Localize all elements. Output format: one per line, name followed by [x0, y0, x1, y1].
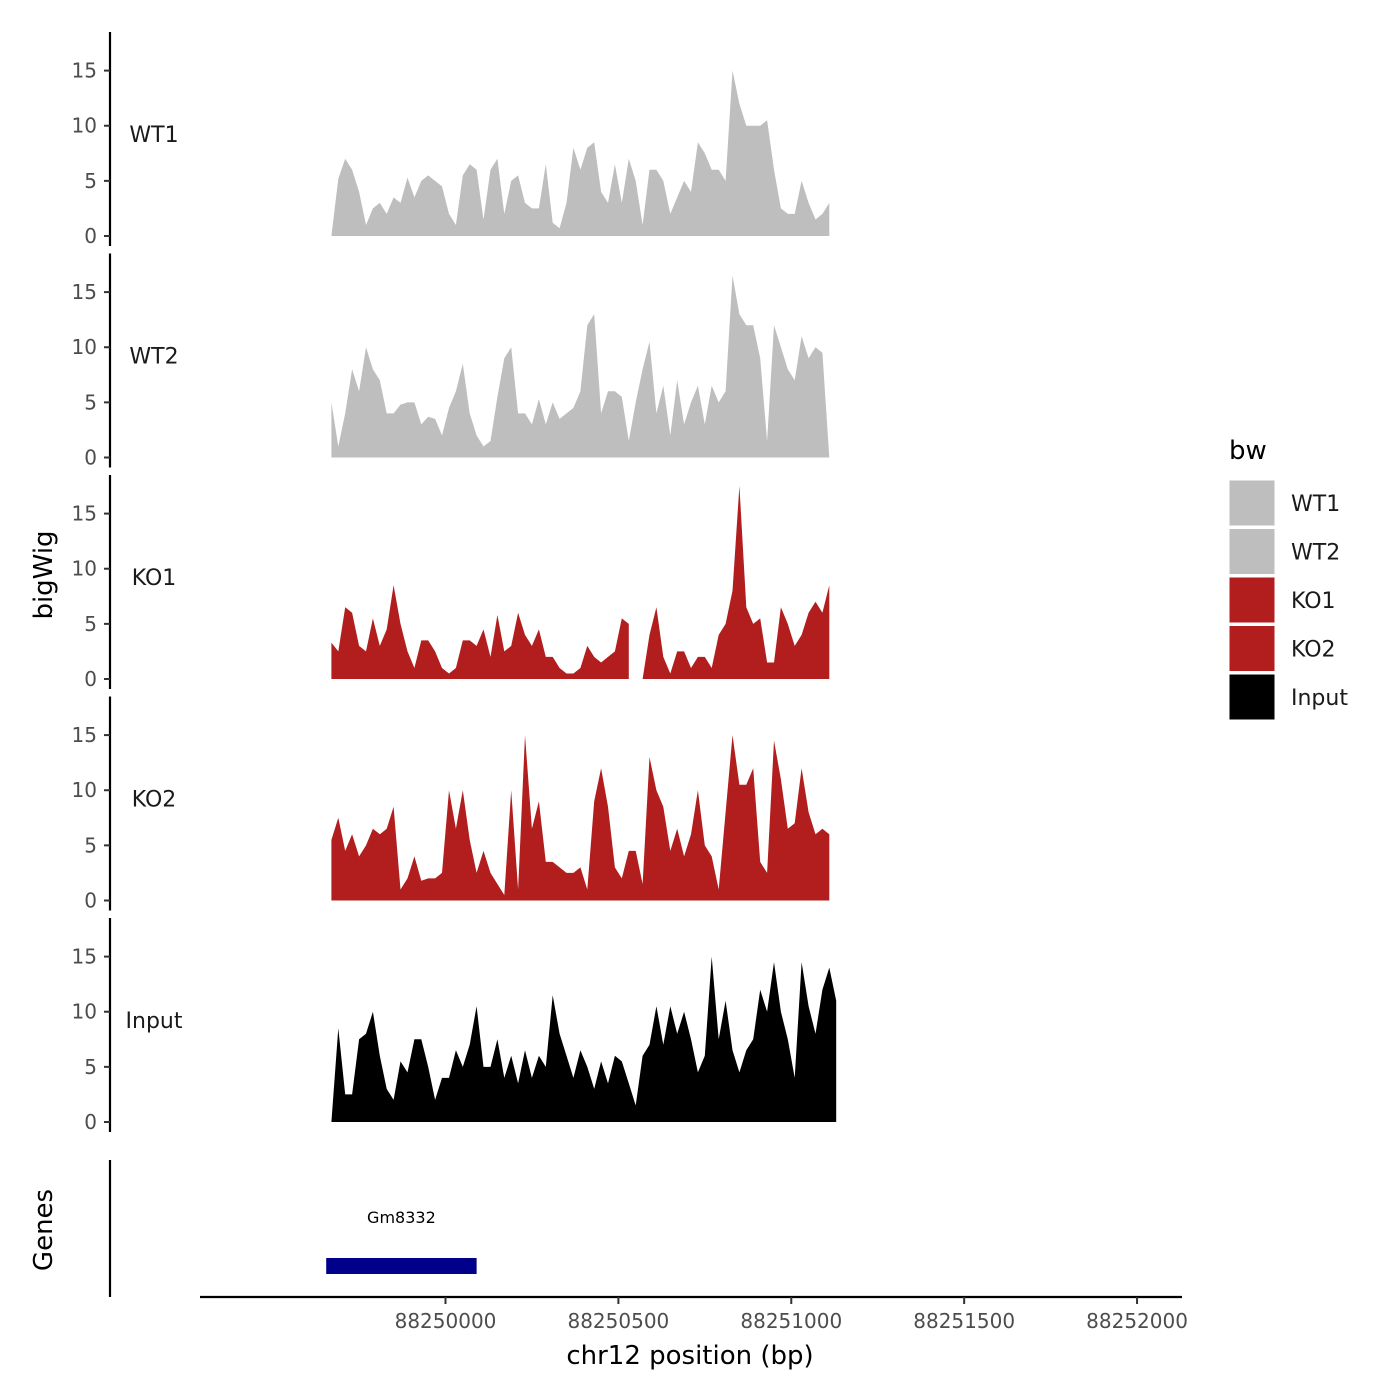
y-tick-label: 15 — [72, 945, 97, 969]
y-tick-label: 5 — [84, 390, 97, 414]
x-axis-title: chr12 position (bp) — [566, 1341, 813, 1371]
y-tick-label: 5 — [84, 169, 97, 193]
x-tick-label: 88251500 — [913, 1309, 1015, 1333]
x-tick-label: 88250000 — [395, 1309, 497, 1333]
y-tick-label: 0 — [84, 1110, 97, 1134]
coverage-area-wt2 — [331, 275, 830, 458]
y-tick-label: 15 — [72, 723, 97, 747]
x-tick-label: 88251000 — [740, 1309, 842, 1333]
track-label: Input — [126, 1009, 183, 1034]
legend-swatch — [1228, 576, 1276, 624]
gene-body — [326, 1258, 477, 1274]
track-label: WT2 — [129, 345, 178, 370]
y-tick-label: 10 — [72, 557, 97, 581]
y-tick-label: 15 — [72, 502, 97, 526]
track-wt1: 0 5 10 15 WT1 — [72, 32, 830, 248]
legend-swatch — [1228, 479, 1276, 527]
legend-label: WT1 — [1291, 492, 1340, 517]
y-tick-label: 0 — [84, 224, 97, 248]
y-tick-label: 5 — [84, 1055, 97, 1079]
legend-label: KO1 — [1291, 589, 1336, 614]
y-tick-label: 5 — [84, 612, 97, 636]
y-tick-label: 10 — [72, 114, 97, 138]
coverage-area-ko1 — [331, 585, 629, 679]
coverage-area-wt1 — [331, 70, 830, 236]
y-tick-label: 0 — [84, 667, 97, 691]
legend-title: bw — [1229, 436, 1267, 466]
x-tick-label: 88250500 — [567, 1309, 669, 1333]
x-axis: 88250000 88250500 88251000 88251500 88252000 — [200, 1295, 1188, 1333]
y-tick-label: 10 — [72, 335, 97, 359]
y-tick-label: 5 — [84, 833, 97, 857]
genes-panel: Gm8332 — [108, 1160, 477, 1297]
y-tick-label: 15 — [72, 59, 97, 83]
legend-swatch — [1228, 625, 1276, 672]
legend-label: Input — [1291, 686, 1348, 711]
y-tick-label: 10 — [72, 778, 97, 802]
genes-axis-title: Genes — [29, 1189, 59, 1271]
gene-label: Gm8332 — [367, 1208, 436, 1227]
legend: bw WT1 WT2 KO1 KO2 Input — [1228, 436, 1348, 721]
legend-label: WT2 — [1291, 541, 1340, 566]
legend-label: KO2 — [1291, 638, 1336, 663]
coverage-area-ko2 — [331, 735, 830, 901]
y-axis-title: bigWig — [29, 530, 59, 619]
legend-swatch — [1228, 528, 1276, 575]
track-label: KO2 — [132, 788, 177, 813]
coverage-area-ko1 — [642, 486, 830, 679]
track-input: 0 5 10 15 Input — [72, 918, 837, 1134]
x-tick-label: 88252000 — [1086, 1309, 1188, 1333]
track-label: KO1 — [132, 566, 177, 591]
track-label: WT1 — [129, 123, 178, 148]
legend-swatch — [1228, 673, 1276, 721]
track-wt2: 0 5 10 15 WT2 — [72, 253, 830, 470]
y-tick-label: 0 — [84, 446, 97, 470]
track-ko1: 0 5 10 15 KO1 — [72, 475, 830, 691]
coverage-tracks: 0 5 10 15 WT1 0 5 10 15 WT2 0 5 10 15 KO1 0 5 10 15 KO2 0 5 10… — [72, 32, 837, 1134]
track-ko2: 0 5 10 15 KO2 — [72, 696, 830, 913]
y-tick-label: 10 — [72, 1000, 97, 1024]
y-tick-label: 15 — [72, 280, 97, 304]
coverage-area-input — [331, 956, 837, 1122]
y-tick-label: 0 — [84, 889, 97, 913]
